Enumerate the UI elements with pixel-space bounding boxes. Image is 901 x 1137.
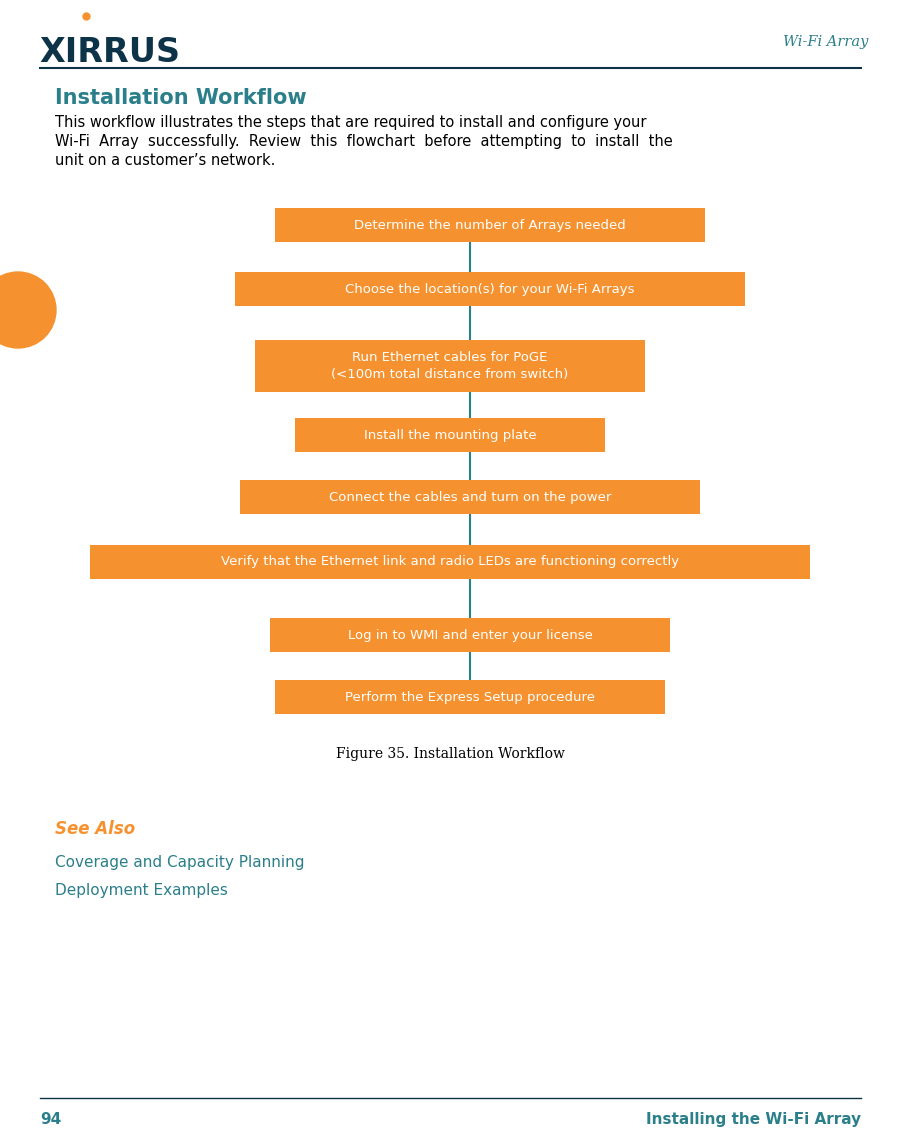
Text: Install the mounting plate: Install the mounting plate [364, 429, 536, 441]
Circle shape [0, 272, 56, 348]
Text: Wi-Fi  Array  successfully.  Review  this  flowchart  before  attempting  to  in: Wi-Fi Array successfully. Review this fl… [55, 134, 673, 149]
Text: Log in to WMI and enter your license: Log in to WMI and enter your license [348, 629, 593, 641]
Text: Run Ethernet cables for PoGE
(<100m total distance from switch): Run Ethernet cables for PoGE (<100m tota… [332, 351, 569, 381]
Text: Choose the location(s) for your Wi-Fi Arrays: Choose the location(s) for your Wi-Fi Ar… [345, 282, 634, 296]
FancyBboxPatch shape [255, 340, 645, 392]
FancyBboxPatch shape [235, 272, 745, 306]
FancyBboxPatch shape [240, 480, 700, 514]
Text: 94: 94 [40, 1112, 61, 1127]
Text: See Also: See Also [55, 820, 135, 838]
Text: This workflow illustrates the steps that are required to install and configure y: This workflow illustrates the steps that… [55, 115, 647, 130]
Text: XIRRUS: XIRRUS [40, 35, 180, 68]
FancyBboxPatch shape [295, 418, 605, 453]
Text: Connect the cables and turn on the power: Connect the cables and turn on the power [329, 490, 611, 504]
Text: Deployment Examples: Deployment Examples [55, 883, 228, 898]
Text: Determine the number of Arrays needed: Determine the number of Arrays needed [354, 218, 626, 232]
Text: Wi-Fi Array: Wi-Fi Array [783, 35, 868, 49]
Text: unit on a customer’s network.: unit on a customer’s network. [55, 153, 276, 168]
FancyBboxPatch shape [275, 680, 665, 714]
Text: Figure 35. Installation Workflow: Figure 35. Installation Workflow [335, 747, 564, 761]
Text: Coverage and Capacity Planning: Coverage and Capacity Planning [55, 855, 305, 870]
Text: Perform the Express Setup procedure: Perform the Express Setup procedure [345, 690, 595, 704]
FancyBboxPatch shape [270, 619, 670, 652]
FancyBboxPatch shape [275, 208, 705, 242]
Text: Installing the Wi-Fi Array: Installing the Wi-Fi Array [646, 1112, 861, 1127]
Text: Installation Workflow: Installation Workflow [55, 88, 306, 108]
Text: Verify that the Ethernet link and radio LEDs are functioning correctly: Verify that the Ethernet link and radio … [221, 556, 679, 568]
FancyBboxPatch shape [90, 545, 810, 579]
